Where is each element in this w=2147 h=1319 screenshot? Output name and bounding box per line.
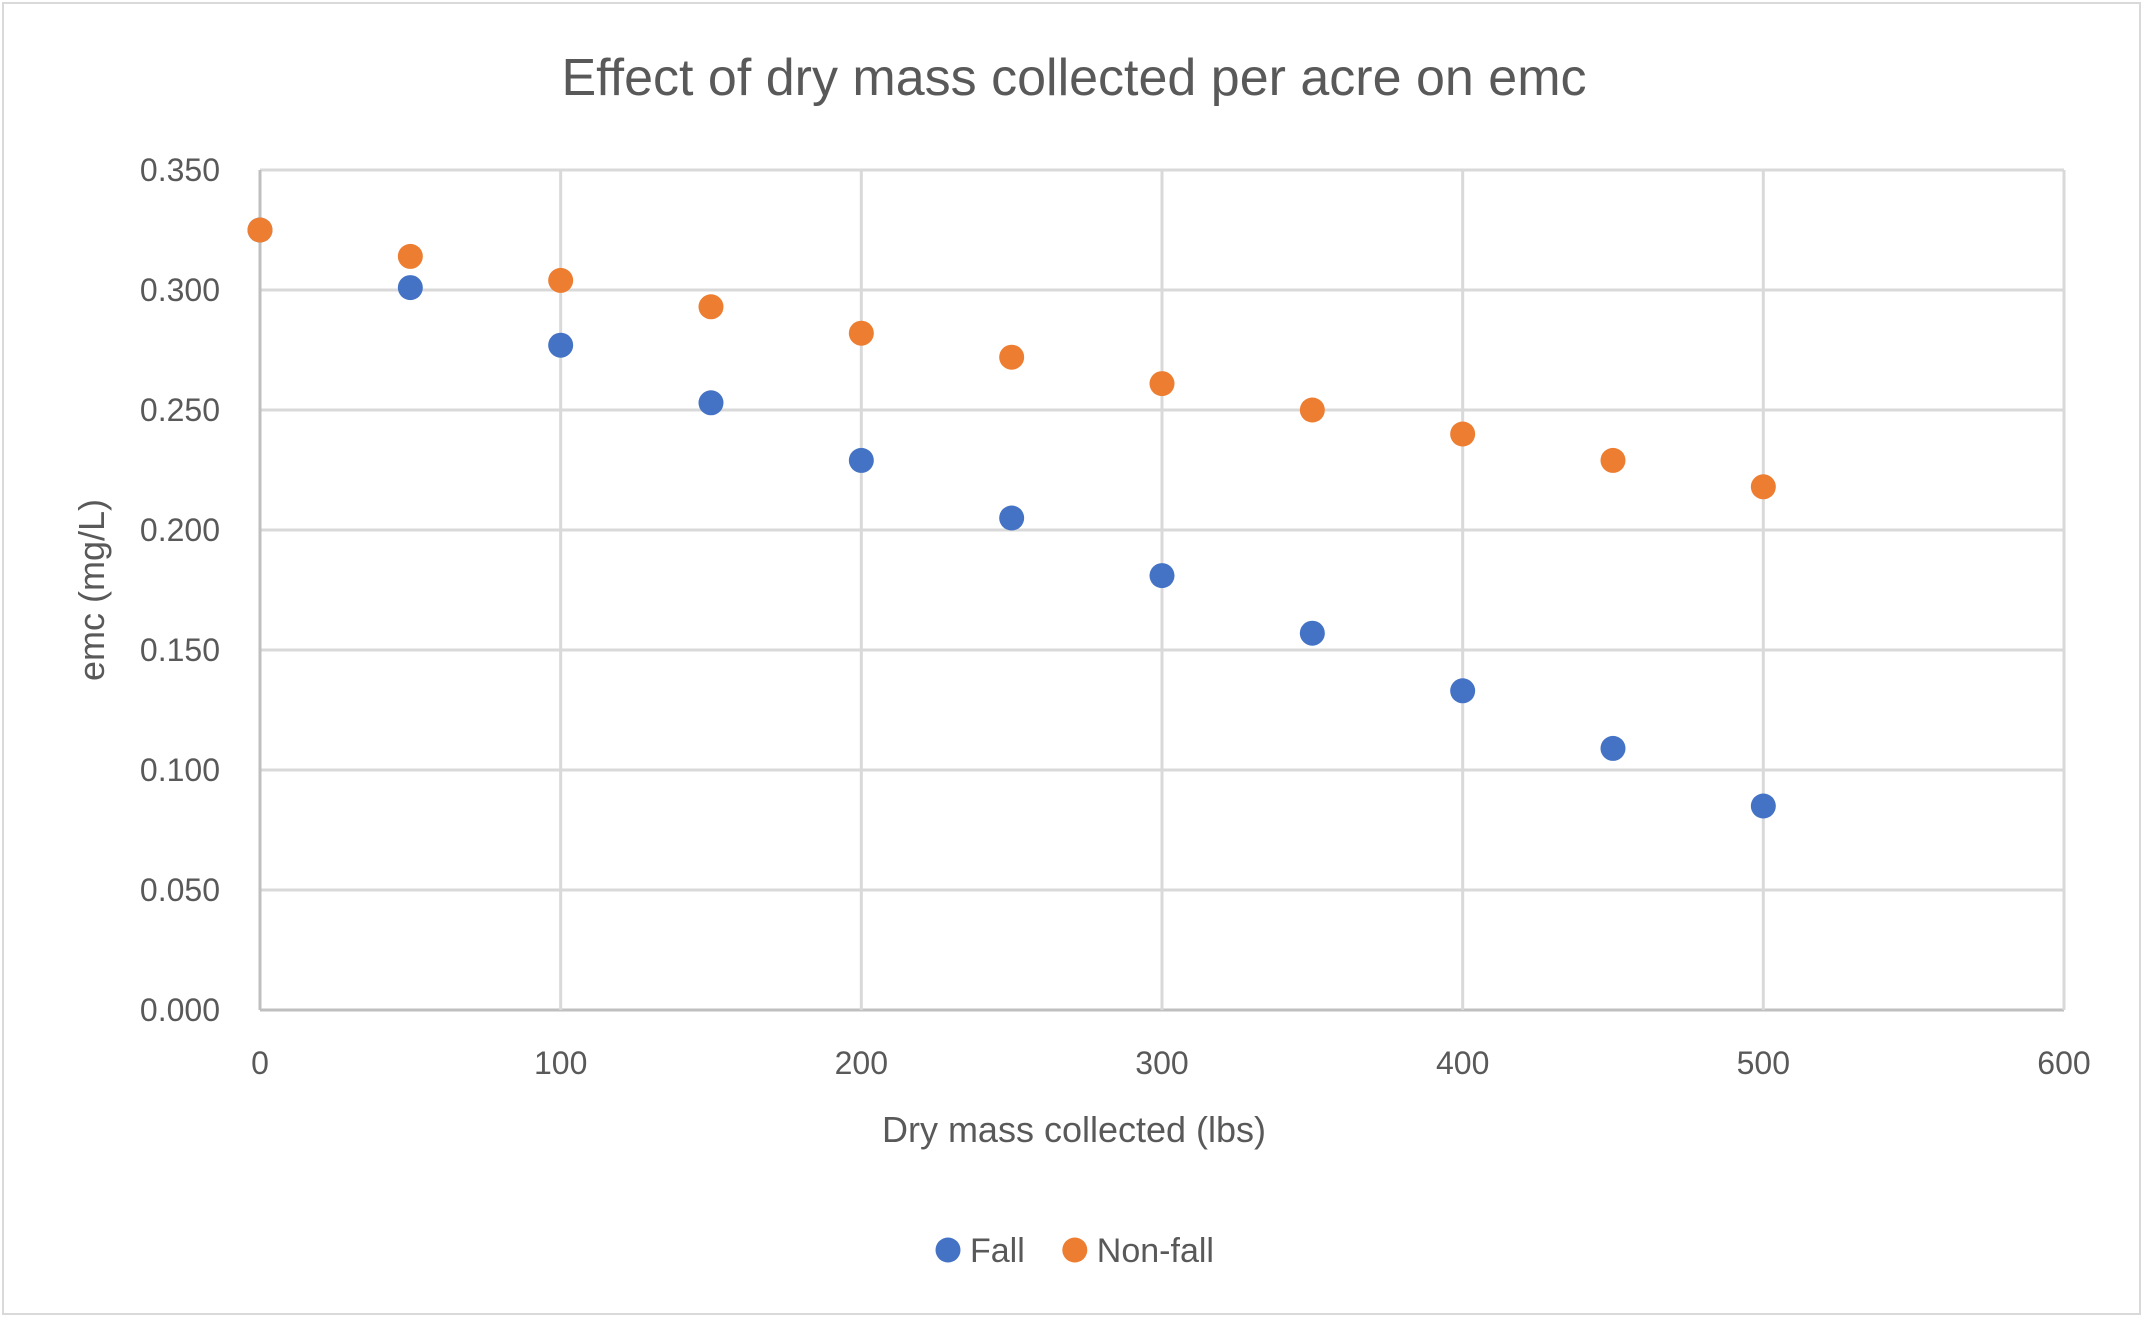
data-point — [1149, 563, 1175, 589]
data-point — [698, 390, 724, 416]
x-tick-label: 100 — [534, 1045, 587, 1081]
series-non-fall — [247, 217, 1776, 500]
data-point — [1450, 421, 1476, 447]
legend-item: Non-fall — [1062, 1232, 1214, 1270]
legend-marker-icon — [1062, 1237, 1088, 1263]
data-point — [848, 320, 874, 346]
y-tick-label: 0.100 — [140, 752, 220, 788]
legend-label: Fall — [970, 1232, 1025, 1270]
data-point — [999, 344, 1025, 370]
x-tick-label: 500 — [1737, 1045, 1790, 1081]
legend-marker-icon — [935, 1237, 961, 1263]
y-tick-label: 0.300 — [140, 272, 220, 308]
y-tick-label: 0.350 — [140, 152, 220, 188]
y-tick-label: 0.050 — [140, 872, 220, 908]
data-point — [1600, 735, 1626, 761]
y-axis-title: emc (mg/L) — [71, 499, 112, 681]
y-tick-label: 0.000 — [140, 992, 220, 1028]
x-tick-label: 600 — [2037, 1045, 2090, 1081]
x-tick-label: 400 — [1436, 1045, 1489, 1081]
chart-title: Effect of dry mass collected per acre on… — [561, 49, 1586, 107]
data-point — [397, 243, 423, 269]
y-tick-label: 0.200 — [140, 512, 220, 548]
legend-item: Fall — [935, 1232, 1025, 1270]
x-tick-label: 300 — [1135, 1045, 1188, 1081]
data-points — [247, 217, 1776, 819]
data-point — [1600, 447, 1626, 473]
x-axis-title: Dry mass collected (lbs) — [882, 1109, 1266, 1150]
data-point — [548, 332, 574, 358]
legend: Fall Non-fall — [935, 1232, 1214, 1270]
x-tick-labels: 0 100 200 300 400 500 600 — [251, 1045, 2091, 1081]
x-tick-label: 200 — [835, 1045, 888, 1081]
data-point — [1299, 620, 1325, 646]
gridlines — [258, 168, 2066, 1012]
x-tick-label: 0 — [251, 1045, 269, 1081]
data-point — [1299, 397, 1325, 423]
y-tick-label: 0.150 — [140, 632, 220, 668]
data-point — [698, 294, 724, 320]
data-point — [1149, 371, 1175, 397]
data-point — [848, 447, 874, 473]
y-tick-labels: 0.000 0.050 0.100 0.150 0.200 0.250 0.300 0.350 — [140, 152, 220, 1028]
y-tick-label: 0.250 — [140, 392, 220, 428]
data-point — [999, 505, 1025, 531]
data-point — [548, 267, 574, 293]
series-fall — [247, 217, 1776, 819]
data-point — [1750, 474, 1776, 500]
data-point — [1450, 678, 1476, 704]
data-point — [1750, 793, 1776, 819]
data-point — [247, 217, 273, 243]
legend-label: Non-fall — [1097, 1232, 1214, 1270]
data-point — [397, 275, 423, 301]
